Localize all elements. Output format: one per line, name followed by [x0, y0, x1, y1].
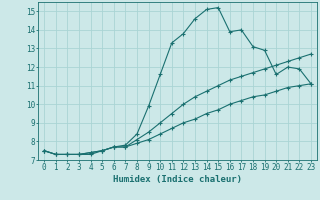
X-axis label: Humidex (Indice chaleur): Humidex (Indice chaleur) [113, 175, 242, 184]
